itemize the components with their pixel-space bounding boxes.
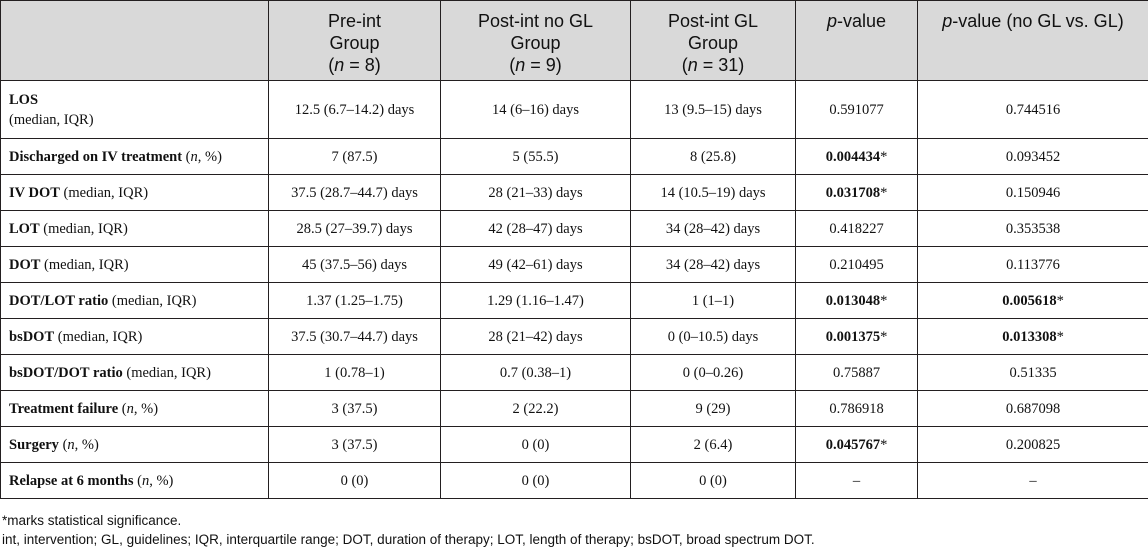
post-int-no-gl-value: 14 (6–16) days	[440, 80, 631, 139]
header-post-int-gl: Post-int GL Group (n = 31)	[630, 0, 796, 81]
header-row: Pre-int Group (n = 8) Post-int no GL Gro…	[0, 0, 1148, 81]
table-row: LOT (median, IQR) 28.5 (27–39.7) days 42 (…	[0, 210, 1148, 247]
p-value-no-gl-vs-gl: 0.51335	[917, 354, 1148, 391]
post-int-no-gl-value: 5 (55.5)	[440, 138, 631, 175]
post-int-gl-value: 34 (28–42) days	[630, 246, 796, 283]
header-post-int-no-gl: Post-int no GL Group (n = 9)	[440, 0, 631, 81]
row-label: DOT (median, IQR)	[0, 246, 269, 283]
post-int-gl-value: 13 (9.5–15) days	[630, 80, 796, 139]
header-p-value: p-value	[795, 0, 918, 81]
pre-int-value: 3 (37.5)	[268, 426, 441, 463]
p-value: 0.045767*	[795, 426, 918, 463]
p-value: 0.786918	[795, 390, 918, 427]
p-value: –	[795, 462, 918, 499]
pre-int-value: 37.5 (28.7–44.7) days	[268, 174, 441, 211]
row-label: bsDOT/DOT ratio (median, IQR)	[0, 354, 269, 391]
pre-int-value: 28.5 (27–39.7) days	[268, 210, 441, 247]
results-table: Pre-int Group (n = 8) Post-int no GL Gro…	[0, 0, 1148, 499]
post-int-gl-value: 0 (0)	[630, 462, 796, 499]
p-value: 0.75887	[795, 354, 918, 391]
post-int-gl-value: 8 (25.8)	[630, 138, 796, 175]
post-int-gl-value: 14 (10.5–19) days	[630, 174, 796, 211]
table-row: DOT/LOT ratio (median, IQR) 1.37 (1.25–1.…	[0, 282, 1148, 319]
post-int-no-gl-value: 0.7 (0.38–1)	[440, 354, 631, 391]
p-value: 0.001375*	[795, 318, 918, 355]
table-footnotes: *marks statistical significance. int, in…	[2, 511, 815, 549]
post-int-no-gl-value: 0 (0)	[440, 462, 631, 499]
pre-int-value: 7 (87.5)	[268, 138, 441, 175]
post-int-no-gl-value: 49 (42–61) days	[440, 246, 631, 283]
p-value-no-gl-vs-gl: 0.013308*	[917, 318, 1148, 355]
post-int-gl-value: 0 (0–10.5) days	[630, 318, 796, 355]
table-row: LOS (median, IQR) 12.5 (6.7–14.2) days 14 (…	[0, 80, 1148, 139]
p-value: 0.591077	[795, 80, 918, 139]
pre-int-value: 1 (0.78–1)	[268, 354, 441, 391]
post-int-gl-value: 9 (29)	[630, 390, 796, 427]
p-value: 0.013048*	[795, 282, 918, 319]
table-row: IV DOT (median, IQR) 37.5 (28.7–44.7) day…	[0, 174, 1148, 211]
post-int-gl-value: 34 (28–42) days	[630, 210, 796, 247]
post-int-no-gl-value: 2 (22.2)	[440, 390, 631, 427]
table-row: Surgery (n, %) 3 (37.5) 0 (0) 2 (6.4) 0.0457…	[0, 426, 1148, 463]
row-label: LOT (median, IQR)	[0, 210, 269, 247]
header-p-value-no-gl-vs-gl: p-value (no GL vs. GL)	[917, 0, 1148, 81]
p-value-no-gl-vs-gl: 0.687098	[917, 390, 1148, 427]
row-label: IV DOT (median, IQR)	[0, 174, 269, 211]
pre-int-value: 3 (37.5)	[268, 390, 441, 427]
footnote-abbreviations: int, intervention; GL, guidelines; IQR, …	[2, 532, 815, 547]
post-int-no-gl-value: 0 (0)	[440, 426, 631, 463]
pre-int-value: 1.37 (1.25–1.75)	[268, 282, 441, 319]
p-value-no-gl-vs-gl: –	[917, 462, 1148, 499]
row-label: Discharged on IV treatment (n, %)	[0, 138, 269, 175]
post-int-no-gl-value: 1.29 (1.16–1.47)	[440, 282, 631, 319]
pre-int-value: 37.5 (30.7–44.7) days	[268, 318, 441, 355]
p-value: 0.418227	[795, 210, 918, 247]
table-row: Relapse at 6 months (n, %) 0 (0) 0 (0) 0 (0…	[0, 462, 1148, 499]
post-int-no-gl-value: 28 (21–33) days	[440, 174, 631, 211]
footnote-significance: *marks statistical significance.	[2, 513, 182, 528]
row-label: Surgery (n, %)	[0, 426, 269, 463]
p-value-no-gl-vs-gl: 0.744516	[917, 80, 1148, 139]
row-label: DOT/LOT ratio (median, IQR)	[0, 282, 269, 319]
p-value-no-gl-vs-gl: 0.093452	[917, 138, 1148, 175]
table-row: bsDOT (median, IQR) 37.5 (30.7–44.7) days…	[0, 318, 1148, 355]
table-row: Discharged on IV treatment (n, %) 7 (87.5…	[0, 138, 1148, 175]
header-pre-int: Pre-int Group (n = 8)	[268, 0, 441, 81]
p-value-no-gl-vs-gl: 0.200825	[917, 426, 1148, 463]
p-value-no-gl-vs-gl: 0.113776	[917, 246, 1148, 283]
header-empty-cell	[0, 0, 269, 81]
p-value-no-gl-vs-gl: 0.005618*	[917, 282, 1148, 319]
row-label: bsDOT (median, IQR)	[0, 318, 269, 355]
table-row: bsDOT/DOT ratio (median, IQR) 1 (0.78–1) 0…	[0, 354, 1148, 391]
table-row: DOT (median, IQR) 45 (37.5–56) days 49 (42…	[0, 246, 1148, 283]
table-row: Treatment failure (n, %) 3 (37.5) 2 (22.2)…	[0, 390, 1148, 427]
row-label: Relapse at 6 months (n, %)	[0, 462, 269, 499]
post-int-no-gl-value: 42 (28–47) days	[440, 210, 631, 247]
row-label: Treatment failure (n, %)	[0, 390, 269, 427]
post-int-no-gl-value: 28 (21–42) days	[440, 318, 631, 355]
post-int-gl-value: 0 (0–0.26)	[630, 354, 796, 391]
p-value-no-gl-vs-gl: 0.353538	[917, 210, 1148, 247]
p-value: 0.004434*	[795, 138, 918, 175]
post-int-gl-value: 1 (1–1)	[630, 282, 796, 319]
post-int-gl-value: 2 (6.4)	[630, 426, 796, 463]
pre-int-value: 12.5 (6.7–14.2) days	[268, 80, 441, 139]
p-value-no-gl-vs-gl: 0.150946	[917, 174, 1148, 211]
pre-int-value: 0 (0)	[268, 462, 441, 499]
p-value: 0.210495	[795, 246, 918, 283]
row-label: LOS (median, IQR)	[0, 80, 269, 139]
pre-int-value: 45 (37.5–56) days	[268, 246, 441, 283]
p-value: 0.031708*	[795, 174, 918, 211]
